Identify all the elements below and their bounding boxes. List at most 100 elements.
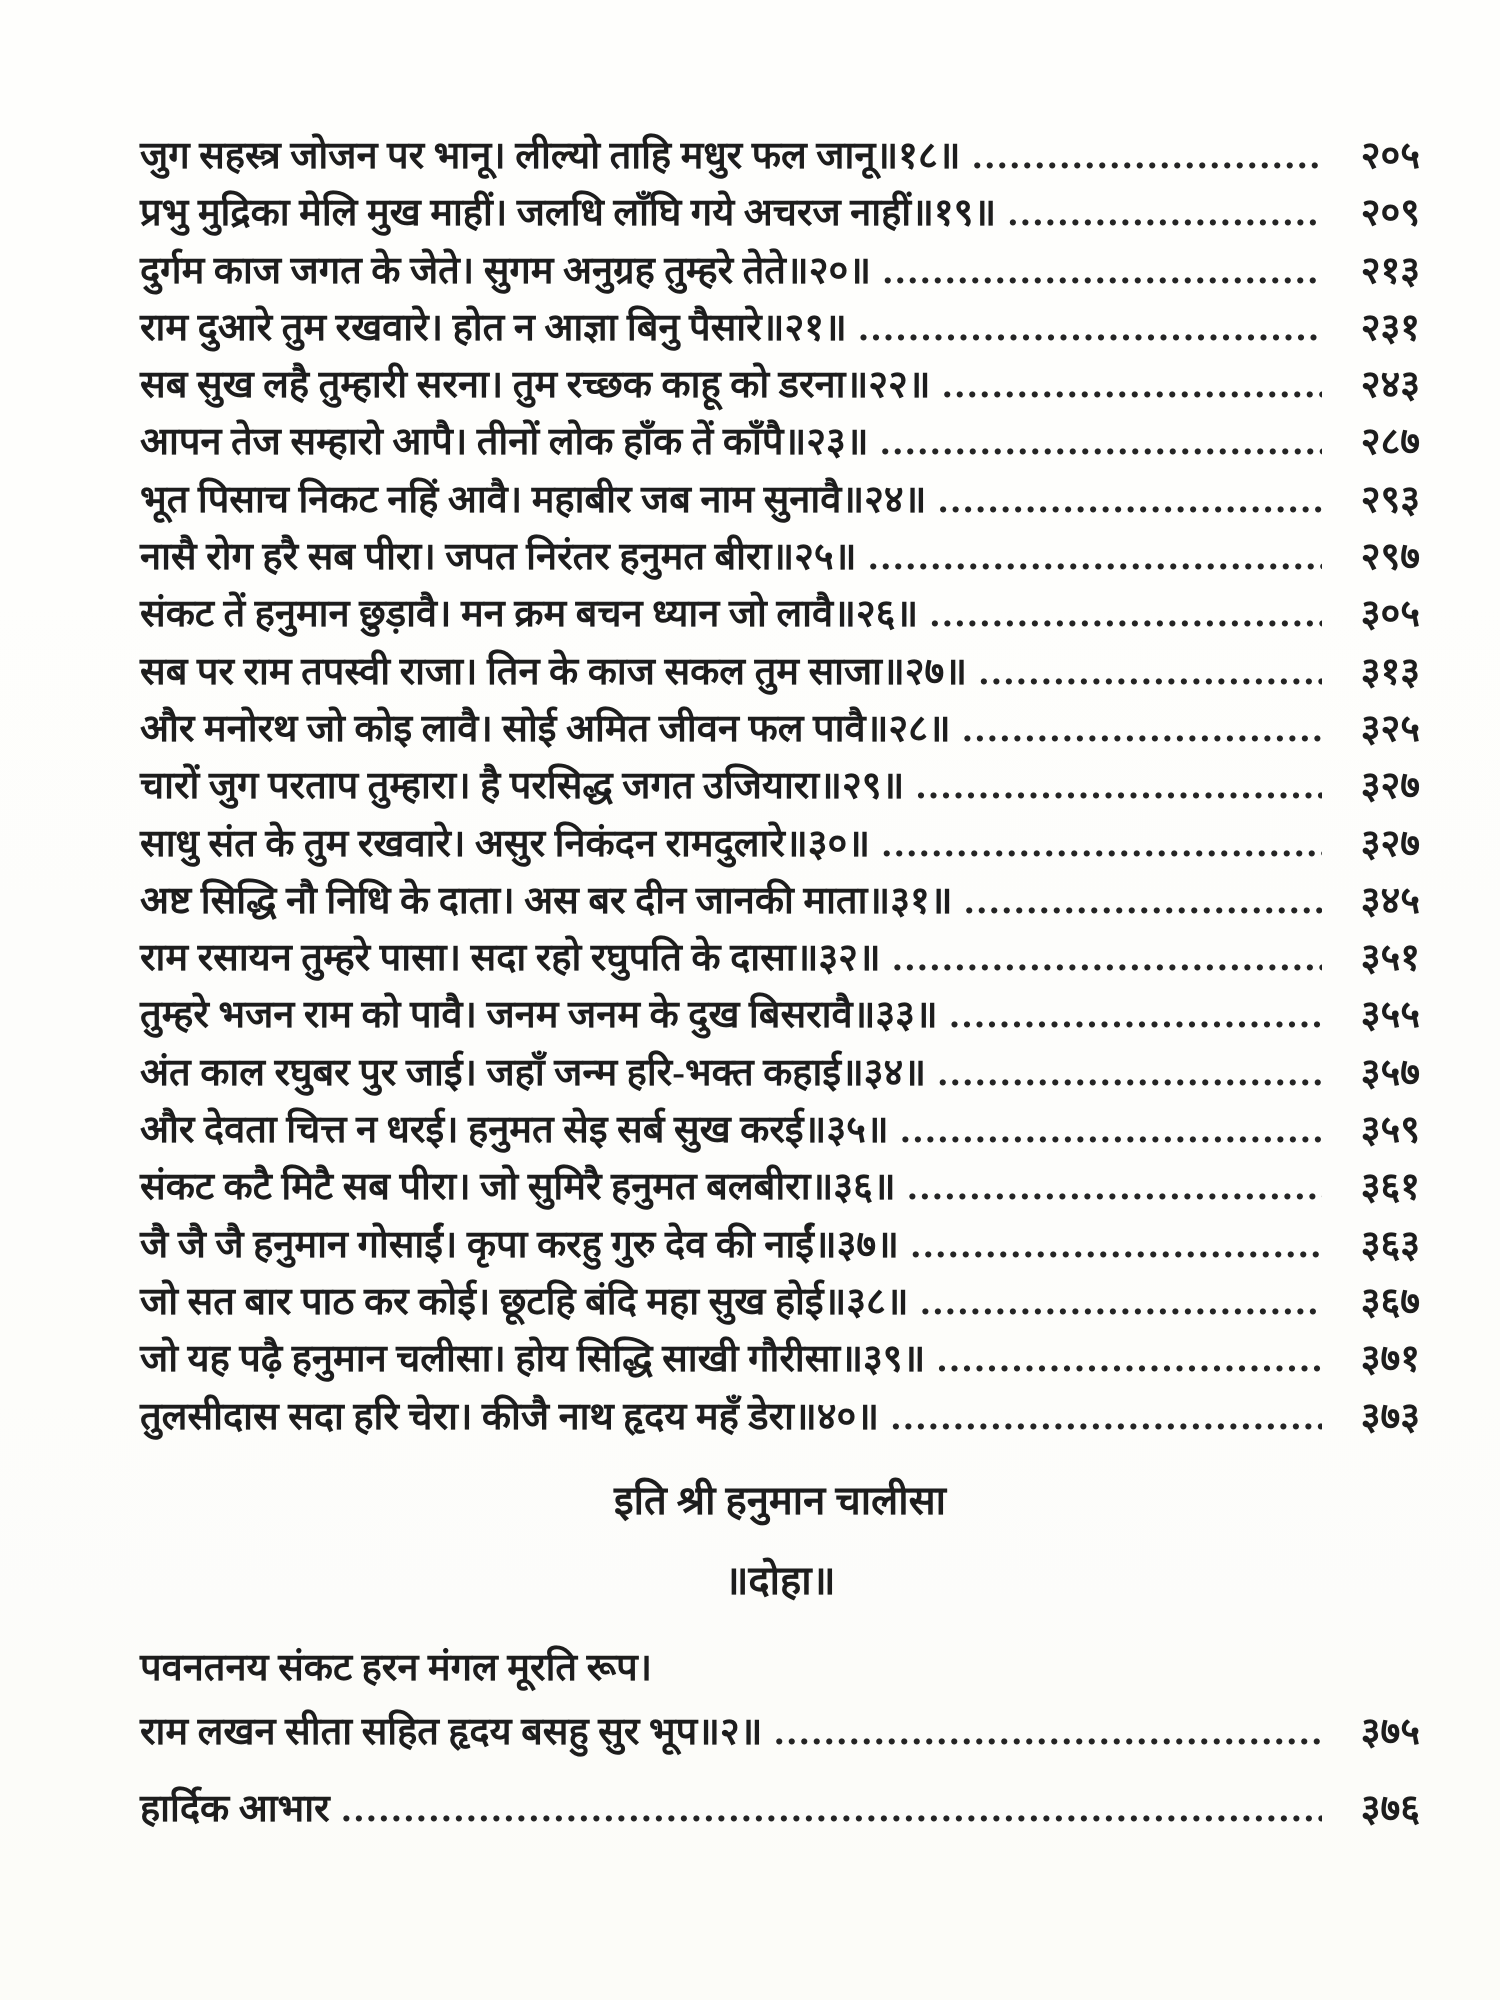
doha-line-2-row: राम लखन सीता सहित हृदय बसहु सुर भूप॥२॥ .… bbox=[140, 1704, 1420, 1761]
toc-entry: सब पर राम तपस्वी राजा। तिन के काज सकल तु… bbox=[140, 644, 1420, 701]
dot-leader: ........................................… bbox=[972, 135, 1322, 177]
toc-entry: राम रसायन तुम्हरे पासा। सदा रहो रघुपति क… bbox=[140, 930, 1420, 987]
page-number: ३७६ bbox=[1360, 1788, 1420, 1831]
verse-text: आपन तेज सम्हारो आपै। तीनों लोक हाँक तें … bbox=[140, 421, 869, 464]
dot-leader: ........................................… bbox=[910, 1223, 1322, 1266]
dot-leader: ........................................… bbox=[900, 1109, 1322, 1152]
page-number: २९७ bbox=[1360, 536, 1420, 579]
toc-entry: आपन तेज सम्हारो आपै। तीनों लोक हाँक तें … bbox=[140, 414, 1420, 471]
verse-text: और मनोरथ जो कोइ लावै। सोई अमित जीवन फल प… bbox=[140, 707, 951, 750]
page-number: ३५७ bbox=[1360, 1051, 1420, 1094]
page-number: ३२७ bbox=[1360, 765, 1420, 808]
toc-entry: जो यह पढ़ै हनुमान चलीसा। होय सिद्धि साखी… bbox=[140, 1331, 1420, 1388]
toc-entry: राम दुआरे तुम रखवारे। होत न आज्ञा बिनु प… bbox=[140, 300, 1420, 357]
dot-leader: ........................................… bbox=[964, 879, 1322, 922]
verse-text: अंत काल रघुबर पुर जाई। जहाँ जन्म हरि-भक्… bbox=[140, 1051, 927, 1094]
verse-text: प्रभु मुद्रिका मेलि मुख माहीं। जलधि लाँघ… bbox=[140, 192, 997, 235]
toc-entry: और देवता चित्त न धरई। हनुमत सेइ सर्ब सुख… bbox=[140, 1102, 1420, 1159]
verse-text: दुर्गम काज जगत के जेते। सुगम अनुग्रह तुम… bbox=[140, 249, 871, 292]
toc-entry: जुग सहस्त्र जोजन पर भानू। लील्यो ताहि मध… bbox=[140, 128, 1420, 185]
toc-entry: चारों जुग परताप तुम्हारा। है परसिद्ध जगत… bbox=[140, 758, 1420, 815]
verse-text: सब सुख लहै तुम्हारी सरना। तुम रच्छक काहू… bbox=[140, 364, 931, 407]
toc-entry: नासै रोग हरै सब पीरा। जपत निरंतर हनुमत ब… bbox=[140, 529, 1420, 586]
toc-entry: संकट तें हनुमान छुड़ावै। मन क्रम बचन ध्य… bbox=[140, 586, 1420, 643]
page-number: ३४५ bbox=[1360, 879, 1420, 922]
page-number: २०५ bbox=[1360, 135, 1420, 177]
dot-leader: ........................................… bbox=[979, 650, 1322, 693]
verse-text: अष्ट सिद्धि नौ निधि के दाता। अस बर दीन ज… bbox=[140, 879, 953, 922]
page-number: २१३ bbox=[1360, 249, 1420, 292]
toc-entry: और मनोरथ जो कोइ लावै। सोई अमित जीवन फल प… bbox=[140, 701, 1420, 758]
verse-text: सब पर राम तपस्वी राजा। तिन के काज सकल तु… bbox=[140, 650, 968, 693]
dot-leader: ........................................… bbox=[949, 994, 1322, 1037]
page-number: ३५१ bbox=[1360, 937, 1420, 980]
toc-entry: अष्ट सिद्धि नौ निधि के दाता। अस बर दीन ज… bbox=[140, 873, 1420, 930]
dot-leader: ........................................… bbox=[938, 478, 1322, 521]
toc-entry: जो सत बार पाठ कर कोई। छूटहि बंदि महा सुख… bbox=[140, 1274, 1420, 1331]
dot-leader: ........................................… bbox=[920, 1280, 1322, 1323]
page-number: ३७१ bbox=[1360, 1338, 1420, 1381]
page-number: २३१ bbox=[1360, 306, 1420, 349]
dot-leader: ........................................… bbox=[341, 1788, 1322, 1831]
page-number: ३७५ bbox=[1360, 1710, 1420, 1753]
dot-leader: ........................................… bbox=[891, 1395, 1322, 1438]
page-number: ३६३ bbox=[1360, 1223, 1420, 1266]
verse-text: संकट तें हनुमान छुड़ावै। मन क्रम बचन ध्य… bbox=[140, 593, 919, 636]
dot-leader: ........................................… bbox=[938, 1051, 1322, 1094]
acknowledgement-text: हार्दिक आभार bbox=[140, 1788, 330, 1831]
verse-text: चारों जुग परताप तुम्हारा। है परसिद्ध जगत… bbox=[140, 765, 905, 808]
dot-leader: ........................................… bbox=[858, 306, 1322, 349]
page-number: ३१३ bbox=[1360, 650, 1420, 693]
dot-leader: ........................................… bbox=[916, 765, 1322, 808]
toc-entry: सब सुख लहै तुम्हारी सरना। तुम रच्छक काहू… bbox=[140, 357, 1420, 414]
toc-entry: अंत काल रघुबर पुर जाई। जहाँ जन्म हरि-भक्… bbox=[140, 1045, 1420, 1102]
dot-leader: ........................................… bbox=[881, 822, 1322, 865]
dot-leader: ........................................… bbox=[868, 536, 1322, 579]
dot-leader: ........................................… bbox=[880, 421, 1323, 464]
verse-text: साधु संत के तुम रखवारे। असुर निकंदन रामद… bbox=[140, 822, 870, 865]
toc-entry: तुलसीदास सदा हरि चेरा। कीजै नाथ हृदय महँ… bbox=[140, 1389, 1420, 1446]
page-number: ३०५ bbox=[1360, 593, 1420, 636]
toc-entry: दुर्गम काज जगत के जेते। सुगम अनुग्रह तुम… bbox=[140, 243, 1420, 300]
verse-text: जै जै जै हनुमान गोसाईं। कृपा करहु गुरु द… bbox=[140, 1223, 899, 1266]
dot-leader: ........................................… bbox=[892, 937, 1322, 980]
toc-entry: संकट कटै मिटै सब पीरा। जो सुमिरै हनुमत ब… bbox=[140, 1159, 1420, 1216]
verse-text: राम रसायन तुम्हरे पासा। सदा रहो रघुपति क… bbox=[140, 937, 881, 980]
toc-entry: तुम्हरे भजन राम को पावै। जनम जनम के दुख … bbox=[140, 987, 1420, 1044]
page-number: २०९ bbox=[1360, 192, 1420, 235]
toc-entry: साधु संत के तुम रखवारे। असुर निकंदन रामद… bbox=[140, 816, 1420, 873]
acknowledgement-row: हार्दिक आभार ...........................… bbox=[140, 1781, 1420, 1838]
toc-list: जुग सहस्त्र जोजन पर भानू। लील्यो ताहि मध… bbox=[140, 128, 1420, 1446]
dot-leader: ........................................… bbox=[907, 1166, 1322, 1209]
section-end-title: इति श्री हनुमान चालीसा bbox=[613, 1477, 947, 1523]
dot-leader: ........................................… bbox=[962, 707, 1322, 750]
page-number: ३६१ bbox=[1360, 1166, 1420, 1209]
verse-text: राम दुआरे तुम रखवारे। होत न आज्ञा बिनु प… bbox=[140, 306, 847, 349]
page-number: २९३ bbox=[1360, 478, 1420, 521]
doha-line-1: पवनतनय संकट हरन मंगल मूरति रूप। bbox=[140, 1646, 653, 1689]
page-number: २८७ bbox=[1360, 421, 1420, 464]
dot-leader: ........................................… bbox=[942, 364, 1322, 407]
verse-text: तुलसीदास सदा हरि चेरा। कीजै नाथ हृदय महँ… bbox=[140, 1395, 880, 1438]
page-number: ३५५ bbox=[1360, 994, 1420, 1037]
toc-entry: भूत पिसाच निकट नहिं आवै। महाबीर जब नाम स… bbox=[140, 472, 1420, 529]
verse-text: तुम्हरे भजन राम को पावै। जनम जनम के दुख … bbox=[140, 994, 938, 1037]
doha-heading: ॥दोहा॥ bbox=[724, 1557, 836, 1603]
dot-leader: ........................................… bbox=[937, 1338, 1322, 1381]
verse-text: भूत पिसाच निकट नहिं आवै। महाबीर जब नाम स… bbox=[140, 478, 927, 521]
dot-leader: ........................................… bbox=[930, 593, 1322, 636]
page-number: ३२७ bbox=[1360, 822, 1420, 865]
dot-leader: ........................................… bbox=[882, 249, 1322, 292]
verse-text: जुग सहस्त्र जोजन पर भानू। लील्यो ताहि मध… bbox=[140, 135, 961, 177]
verse-text: राम लखन सीता सहित हृदय बसहु सुर भूप॥२॥ bbox=[140, 1710, 763, 1753]
page-number: ३२५ bbox=[1360, 707, 1420, 750]
page-number: २४३ bbox=[1360, 364, 1420, 407]
verse-text: और देवता चित्त न धरई। हनुमत सेइ सर्ब सुख… bbox=[140, 1109, 889, 1152]
verse-text: नासै रोग हरै सब पीरा। जपत निरंतर हनुमत ब… bbox=[140, 536, 857, 579]
verse-text: संकट कटै मिटै सब पीरा। जो सुमिरै हनुमत ब… bbox=[140, 1166, 896, 1209]
toc-entry: जै जै जै हनुमान गोसाईं। कृपा करहु गुरु द… bbox=[140, 1217, 1420, 1274]
dot-leader: ........................................… bbox=[1008, 192, 1322, 235]
dot-leader: ........................................… bbox=[774, 1710, 1322, 1753]
page-number: ३७३ bbox=[1360, 1395, 1420, 1438]
